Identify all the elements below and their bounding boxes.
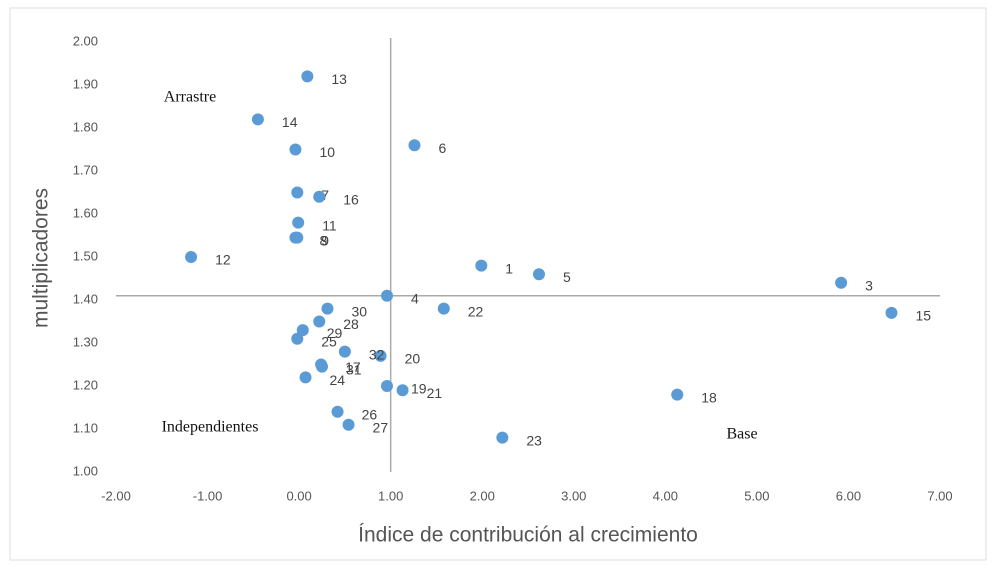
point-label: 14 xyxy=(282,114,298,130)
point-label: 29 xyxy=(327,325,343,341)
x-tick-label: 5.00 xyxy=(744,488,769,503)
point-label: 6 xyxy=(438,140,446,156)
chart-frame xyxy=(9,7,987,561)
point-label: 12 xyxy=(215,252,231,268)
y-axis-label: multiplicadores xyxy=(30,188,53,328)
data-point xyxy=(885,306,898,319)
data-point xyxy=(313,190,326,203)
data-point xyxy=(299,371,312,384)
data-point xyxy=(291,231,304,244)
x-tick-label: -2.00 xyxy=(101,488,131,503)
data-point xyxy=(291,186,304,199)
y-tick-label: 1.00 xyxy=(73,463,98,478)
data-point xyxy=(331,405,344,418)
annotation: Arrastre xyxy=(164,89,216,106)
point-label: 25 xyxy=(321,333,337,349)
y-tick-label: 1.30 xyxy=(73,334,98,349)
x-tick-label: 4.00 xyxy=(653,488,678,503)
data-point xyxy=(532,268,545,281)
data-point xyxy=(437,302,450,315)
x-tick-label: -1.00 xyxy=(193,488,223,503)
data-point xyxy=(185,251,198,263)
data-point xyxy=(496,431,509,444)
point-label: 9 xyxy=(321,232,329,248)
point-label: 24 xyxy=(330,372,346,388)
point-label: 8 xyxy=(319,232,327,248)
data-point xyxy=(338,345,351,358)
x-tick-label: 0.00 xyxy=(286,488,311,503)
point-label: 28 xyxy=(343,316,359,332)
data-point xyxy=(381,289,394,302)
data-point xyxy=(296,324,309,337)
x-tick-label: 2.00 xyxy=(470,488,495,503)
data-point xyxy=(381,380,394,392)
data-point xyxy=(671,388,684,401)
point-label: 19 xyxy=(411,381,427,397)
y-tick-label: 1.40 xyxy=(73,291,98,306)
data-point xyxy=(475,259,488,272)
point-label: 21 xyxy=(427,385,443,401)
point-label: 32 xyxy=(369,346,385,362)
point-label: 16 xyxy=(343,192,359,208)
point-label: 17 xyxy=(345,359,361,375)
data-point xyxy=(396,384,409,397)
y-tick-label: 1.60 xyxy=(73,205,98,220)
data-point xyxy=(374,349,387,362)
point-label: 31 xyxy=(346,361,362,377)
data-point xyxy=(251,113,264,126)
y-tick-label: 1.10 xyxy=(73,420,98,435)
y-tick-label: 1.80 xyxy=(73,119,98,134)
point-label: 10 xyxy=(319,144,335,160)
point-label: 27 xyxy=(373,419,389,435)
data-point xyxy=(835,276,848,289)
point-label: 20 xyxy=(405,351,421,367)
x-axis-label: Índice de contribución al crecimiento xyxy=(358,524,698,547)
y-tick-label: 1.50 xyxy=(73,248,98,263)
data-point xyxy=(313,315,326,328)
data-point xyxy=(321,302,334,315)
y-tick-label: 1.70 xyxy=(73,162,98,177)
annotation: Base xyxy=(726,426,757,443)
point-label: 15 xyxy=(915,308,931,324)
y-tick-label: 1.20 xyxy=(73,377,98,392)
point-label: 11 xyxy=(322,217,337,233)
point-label: 1 xyxy=(505,260,513,276)
point-label: 30 xyxy=(351,303,367,319)
point-label: 26 xyxy=(362,407,378,423)
point-label: 13 xyxy=(331,71,347,87)
data-point xyxy=(316,360,328,373)
data-point xyxy=(342,418,355,431)
point-label: 5 xyxy=(563,269,571,285)
point-label: 18 xyxy=(701,389,717,405)
annotation: Independientes xyxy=(162,419,259,436)
point-label: 3 xyxy=(865,278,873,294)
data-point xyxy=(292,216,305,229)
x-tick-label: 6.00 xyxy=(836,488,861,503)
point-label: 7 xyxy=(321,187,329,203)
x-tick-label: 1.00 xyxy=(378,488,403,503)
y-tick-label: 1.90 xyxy=(73,76,98,91)
point-label: 4 xyxy=(411,290,419,306)
data-point xyxy=(291,332,304,345)
y-tick-label: 2.00 xyxy=(73,33,98,48)
data-point xyxy=(289,143,302,156)
data-point xyxy=(301,70,314,83)
x-tick-label: 3.00 xyxy=(561,488,586,503)
point-label: 23 xyxy=(526,432,542,448)
point-label: 22 xyxy=(468,303,484,319)
data-point xyxy=(408,139,421,152)
x-tick-label: 7.00 xyxy=(927,488,952,503)
